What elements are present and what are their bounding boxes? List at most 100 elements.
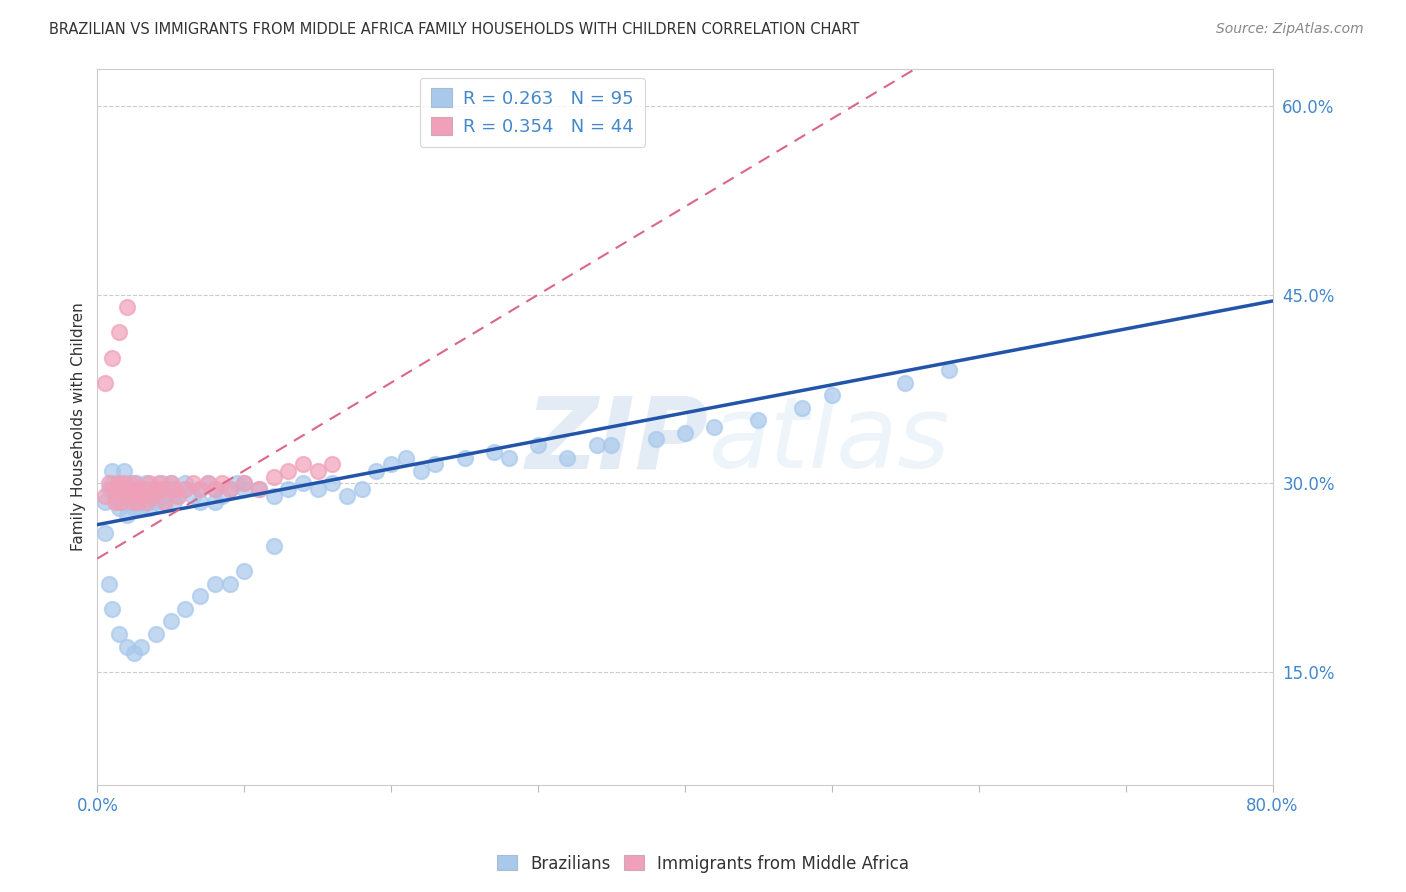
Point xyxy=(131,501,153,516)
Point xyxy=(139,483,162,497)
Point xyxy=(350,483,373,497)
Point xyxy=(110,495,132,509)
Point xyxy=(366,464,388,478)
Point xyxy=(380,458,402,472)
Point xyxy=(336,489,359,503)
Point xyxy=(163,495,186,509)
Point xyxy=(124,476,146,491)
Point xyxy=(197,476,219,491)
Point xyxy=(167,489,190,503)
Point xyxy=(108,326,131,340)
Point xyxy=(125,489,148,503)
Point xyxy=(218,576,240,591)
Point xyxy=(115,508,138,522)
Point xyxy=(112,464,135,478)
Point xyxy=(153,489,176,503)
Point xyxy=(98,483,121,497)
Point xyxy=(131,489,153,503)
Point xyxy=(211,476,233,491)
Point xyxy=(181,489,204,503)
Point xyxy=(122,646,145,660)
Legend: Brazilians, Immigrants from Middle Africa: Brazilians, Immigrants from Middle Afric… xyxy=(491,848,915,880)
Point xyxy=(93,495,115,509)
Point xyxy=(152,495,174,509)
Point xyxy=(204,483,226,497)
Point xyxy=(101,351,124,365)
Point xyxy=(134,483,156,497)
Point xyxy=(894,376,917,390)
Point xyxy=(247,483,270,497)
Point xyxy=(174,483,197,497)
Point xyxy=(115,300,138,314)
Point xyxy=(108,627,131,641)
Point xyxy=(159,476,181,491)
Point xyxy=(321,476,343,491)
Point xyxy=(557,451,579,466)
Point xyxy=(159,476,181,491)
Point xyxy=(110,483,132,497)
Point xyxy=(181,476,204,491)
Point xyxy=(527,438,550,452)
Point xyxy=(93,376,115,390)
Point xyxy=(118,483,141,497)
Point xyxy=(93,489,115,503)
Point xyxy=(142,489,165,503)
Point xyxy=(644,432,666,446)
Point xyxy=(150,476,173,491)
Point xyxy=(101,464,124,478)
Point xyxy=(124,483,146,497)
Point xyxy=(277,464,299,478)
Point xyxy=(277,483,299,497)
Point xyxy=(115,640,138,654)
Point xyxy=(174,602,197,616)
Point xyxy=(145,489,167,503)
Point xyxy=(292,458,315,472)
Point xyxy=(107,495,129,509)
Point xyxy=(747,413,769,427)
Point xyxy=(115,489,138,503)
Point xyxy=(218,483,240,497)
Point xyxy=(247,483,270,497)
Point xyxy=(409,464,432,478)
Point xyxy=(204,495,226,509)
Text: BRAZILIAN VS IMMIGRANTS FROM MIDDLE AFRICA FAMILY HOUSEHOLDS WITH CHILDREN CORRE: BRAZILIAN VS IMMIGRANTS FROM MIDDLE AFRI… xyxy=(49,22,859,37)
Point xyxy=(134,483,156,497)
Point xyxy=(135,476,157,491)
Point xyxy=(453,451,475,466)
Point xyxy=(127,495,149,509)
Point xyxy=(148,483,170,497)
Text: Source: ZipAtlas.com: Source: ZipAtlas.com xyxy=(1216,22,1364,37)
Point xyxy=(821,388,844,402)
Point xyxy=(600,438,623,452)
Text: ZIP: ZIP xyxy=(526,392,709,490)
Point xyxy=(204,483,226,497)
Point xyxy=(307,483,329,497)
Point xyxy=(131,489,153,503)
Point xyxy=(792,401,814,415)
Point xyxy=(197,476,219,491)
Point xyxy=(98,476,121,491)
Point xyxy=(104,495,127,509)
Point xyxy=(425,458,447,472)
Point xyxy=(188,495,211,509)
Legend: R = 0.263   N = 95, R = 0.354   N = 44: R = 0.263 N = 95, R = 0.354 N = 44 xyxy=(420,78,644,147)
Point xyxy=(188,483,211,497)
Point xyxy=(108,501,131,516)
Point xyxy=(321,458,343,472)
Point xyxy=(101,476,124,491)
Point xyxy=(307,464,329,478)
Point xyxy=(150,483,173,497)
Point xyxy=(159,615,181,629)
Text: atlas: atlas xyxy=(709,392,950,490)
Point xyxy=(263,539,285,553)
Point xyxy=(145,627,167,641)
Point xyxy=(104,489,127,503)
Point xyxy=(204,576,226,591)
Point xyxy=(174,476,197,491)
Point xyxy=(136,495,159,509)
Point xyxy=(122,501,145,516)
Point xyxy=(121,483,143,497)
Point xyxy=(127,483,149,497)
Point xyxy=(167,489,190,503)
Point xyxy=(145,495,167,509)
